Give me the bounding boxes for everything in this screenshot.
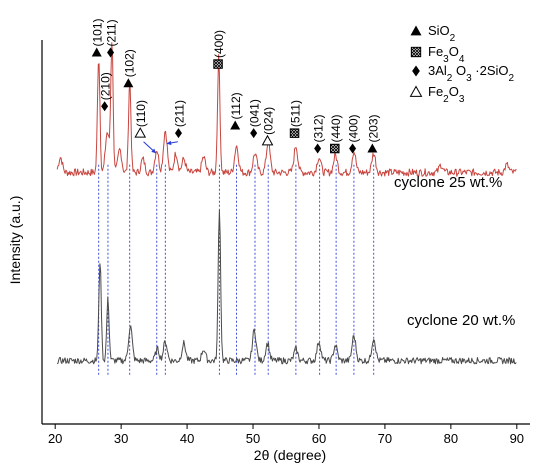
peak-label: (112) (229, 92, 243, 119)
peak-annotation: (211) (172, 100, 186, 139)
x-tick-label: 70 (378, 431, 392, 446)
peak-label: (203) (366, 115, 380, 143)
x-ticks: 20 30 40 50 60 70 80 90 (48, 424, 524, 446)
peak-label: (210) (99, 72, 113, 100)
x-tick-label: 90 (510, 431, 524, 446)
diamond-icon (314, 143, 322, 154)
hatched-square-icon (410, 46, 422, 58)
axes (41, 40, 530, 425)
peak-annotation: (110) (134, 100, 148, 138)
hatched-square-icon (213, 59, 223, 69)
x-tick-label: 60 (312, 431, 326, 446)
open-triangle-icon (134, 127, 147, 138)
peak-annotation: (102) (122, 49, 136, 88)
legend-entry: Fe3O4 (410, 44, 465, 65)
peak-labels: (101) (211)(210)(102)(110) (211)(400)(112)… (91, 19, 380, 154)
x-tick-label: 30 (114, 431, 128, 446)
arrow-head (166, 140, 172, 146)
legend-entry: 3Al2 O3 ·2SiO2 (412, 63, 515, 84)
legend-label: 3Al2 O3 ·2SiO2 (428, 63, 515, 84)
peak-arrows (143, 140, 178, 154)
legend-label: Fe2O3 (428, 84, 465, 105)
peak-label: (024) (262, 107, 276, 135)
xrd-series-line (56, 42, 517, 177)
diamond-icon (349, 143, 357, 154)
open-triangle-icon (409, 85, 423, 97)
triangle-icon (91, 47, 102, 57)
peak-label: (102) (122, 49, 136, 77)
x-tick-label: 20 (48, 431, 62, 446)
peak-annotation: (024) (261, 107, 276, 146)
legend-label: Fe3O4 (428, 44, 465, 65)
xrd-curves (56, 42, 517, 365)
hatched-square-icon (330, 143, 340, 154)
peak-label: (211) (105, 19, 119, 46)
diamond-icon (250, 128, 258, 139)
legend-entry: Fe2O3 (409, 84, 465, 105)
peak-label: (400) (212, 30, 226, 58)
curve-labels: cyclone 25 wt.% cyclone 20 wt.% (394, 174, 515, 329)
hatched-square-icon (289, 128, 300, 138)
x-tick-label: 50 (246, 431, 260, 446)
peak-label: (312) (312, 115, 326, 143)
triangle-icon (123, 78, 134, 88)
open-triangle-icon (261, 134, 274, 146)
diamond-icon (101, 101, 109, 112)
peak-annotation: (400) (347, 115, 361, 154)
peak-label: (110) (134, 100, 148, 127)
xrd-series-line (56, 209, 517, 365)
peak-annotation: (101) (91, 19, 105, 57)
peak-label: (211) (172, 100, 186, 127)
diamond-icon (107, 47, 115, 58)
series-name-label: cyclone 25 wt.% (394, 174, 502, 191)
peak-annotation: (041) (248, 99, 262, 139)
diamond-icon (412, 65, 420, 77)
peak-annotation: (312) (312, 115, 326, 154)
y-axis-label: Intensity (a.u.) (7, 196, 23, 285)
peak-label: (440) (329, 115, 343, 143)
series-name-label: cyclone 20 wt.% (407, 312, 515, 329)
peak-label: (511) (289, 100, 303, 127)
peak-annotation: (511) (289, 100, 303, 138)
peak-annotation: (112) (229, 92, 243, 130)
legend-label: SiO2 (428, 23, 456, 44)
diamond-icon (174, 128, 182, 139)
x-axis-label: 2θ (degree) (254, 447, 326, 463)
legend-entry: SiO2 (410, 23, 456, 44)
triangle-icon (410, 25, 422, 36)
triangle-icon (230, 120, 241, 130)
peak-annotation: (210) (99, 72, 113, 112)
peak-annotation: (211) (105, 19, 119, 58)
x-tick-label: 80 (444, 431, 458, 446)
peak-annotation: (203) (366, 115, 380, 153)
peak-annotation: (400) (212, 30, 226, 69)
peak-annotation: (440) (329, 115, 343, 154)
triangle-icon (367, 143, 378, 153)
peak-label: (041) (248, 99, 262, 127)
x-tick-label: 40 (180, 431, 194, 446)
reference-lines (98, 164, 375, 376)
arrow-head (151, 148, 157, 154)
peak-label: (101) (91, 19, 105, 47)
peak-label: (400) (347, 115, 361, 143)
